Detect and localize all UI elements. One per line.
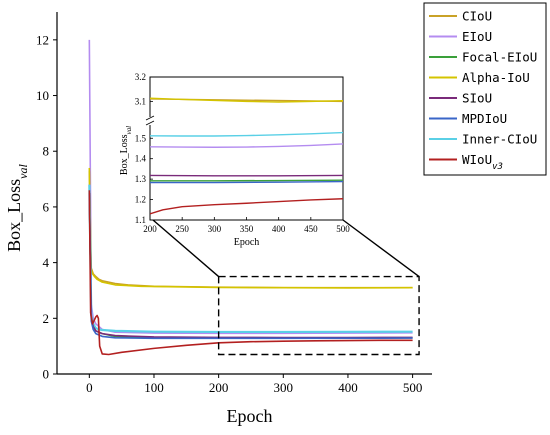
y-tick-label: 12 bbox=[36, 32, 49, 47]
inset-y-tick-label: 1.3 bbox=[135, 174, 147, 184]
inset-y-tick-label: 1.5 bbox=[135, 133, 147, 143]
inset-y-tick-label: 1.1 bbox=[135, 215, 146, 225]
inset-y-axis-label: Box_Lossval bbox=[119, 126, 133, 175]
legend-label: Alpha-IoU bbox=[462, 70, 530, 85]
x-tick-label: 500 bbox=[403, 380, 423, 395]
inset-plot: 200 250 300 350 400 450 500 1.1 1.2 1.3 1.4 1.5 3.1 3… bbox=[119, 72, 350, 248]
y-tick-label: 4 bbox=[43, 255, 50, 270]
legend-label: CIoU bbox=[462, 9, 492, 24]
inset-x-tick-label: 450 bbox=[304, 224, 318, 234]
y-tick-label: 6 bbox=[43, 199, 50, 214]
inset-frame bbox=[150, 77, 343, 220]
legend-label: EIoU bbox=[462, 29, 492, 44]
legend: CIoU EIoU Focal-EIoU Alpha-IoU SIoU MPDIoU Inn… bbox=[424, 3, 546, 175]
axis-break-mark bbox=[146, 116, 154, 125]
inset-y-tick-label: 1.4 bbox=[135, 154, 147, 164]
x-tick-label: 200 bbox=[209, 380, 229, 395]
x-axis-label: Epoch bbox=[227, 406, 273, 426]
inset-x-tick-label: 200 bbox=[143, 224, 157, 234]
inset-x-axis-label: Epoch bbox=[234, 237, 260, 248]
legend-label: Focal-EIoU bbox=[462, 50, 537, 65]
inset-x-tick-label: 300 bbox=[208, 224, 222, 234]
inset-y-tick-label: 3.2 bbox=[135, 72, 146, 82]
inset-y-tick-label: 1.2 bbox=[135, 195, 146, 205]
y-tick-label: 10 bbox=[36, 88, 49, 103]
inset-y-tick-label: 3.1 bbox=[135, 96, 146, 106]
inset-series-line-focal-eiou bbox=[150, 180, 343, 181]
inset-x-tick-label: 250 bbox=[175, 224, 189, 234]
zoom-connector-right bbox=[343, 220, 419, 277]
legend-label: SIoU bbox=[462, 91, 492, 106]
y-tick-label: 0 bbox=[43, 367, 50, 382]
x-tick-label: 400 bbox=[338, 380, 358, 395]
y-tick-label: 8 bbox=[43, 144, 50, 159]
inset-x-tick-label: 350 bbox=[240, 224, 254, 234]
legend-label: MPDIoU bbox=[462, 111, 507, 126]
inset-x-tick-label: 500 bbox=[336, 224, 350, 234]
y-tick-label: 2 bbox=[43, 311, 50, 326]
legend-label: Inner-CIoU bbox=[462, 132, 537, 147]
y-axis-label: Box_Lossval bbox=[4, 164, 30, 252]
inset-x-tick-label: 400 bbox=[272, 224, 286, 234]
x-tick-label: 300 bbox=[274, 380, 294, 395]
x-tick-label: 0 bbox=[86, 380, 93, 395]
x-tick-label: 100 bbox=[144, 380, 164, 395]
